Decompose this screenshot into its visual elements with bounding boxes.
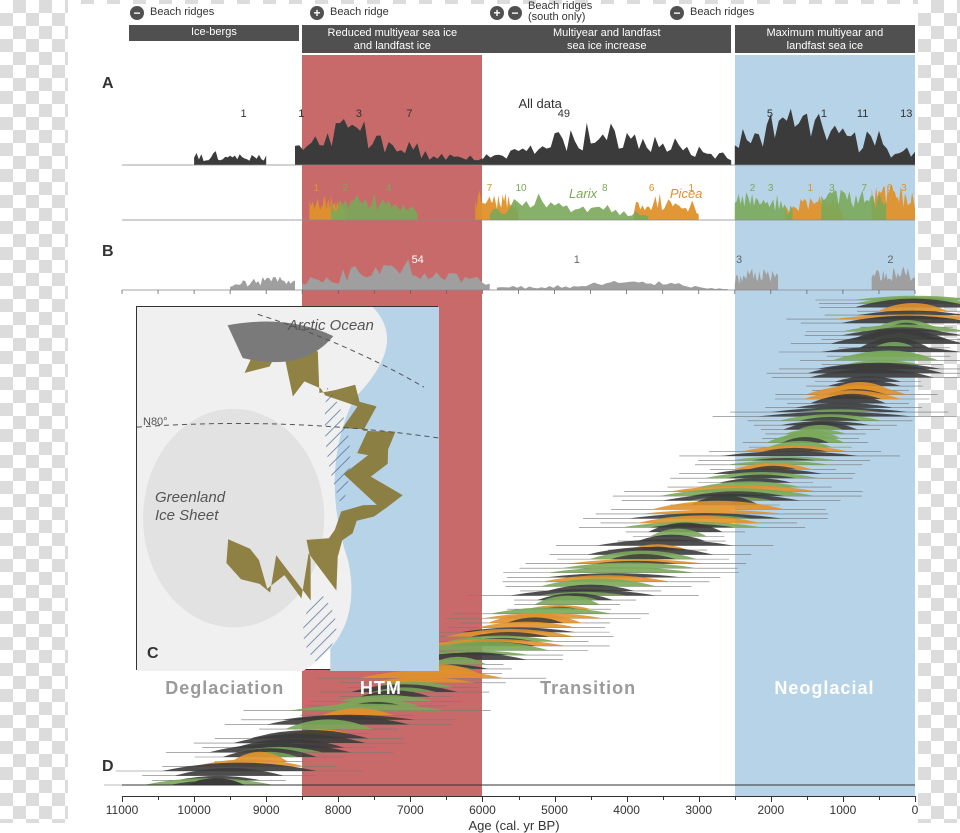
x-tick-label: 1000 xyxy=(830,803,857,817)
x-minor-tick xyxy=(519,796,520,800)
x-minor-tick xyxy=(663,796,664,800)
x-tick-label: 0 xyxy=(912,803,919,817)
x-axis-title: Age (cal. yr BP) xyxy=(469,818,560,833)
count-label: 5 xyxy=(767,108,773,120)
count-label: 3 xyxy=(829,183,835,194)
count-label: 3 xyxy=(736,254,742,266)
x-tick-label: 2000 xyxy=(757,803,784,817)
count-label: 4 xyxy=(386,183,392,194)
count-label: 1 xyxy=(314,183,320,194)
x-tick-label: 7000 xyxy=(397,803,424,817)
x-tick xyxy=(194,796,195,802)
count-label: 2 xyxy=(887,254,893,266)
count-label: 3 xyxy=(356,108,362,120)
count-label: 1 xyxy=(821,108,827,120)
x-tick-label: 3000 xyxy=(685,803,712,817)
count-label: 7 xyxy=(862,183,868,194)
count-label: 8 xyxy=(602,183,608,194)
count-label: 6 xyxy=(887,183,893,194)
count-label: 7 xyxy=(487,183,493,194)
panel-letter-d: D xyxy=(102,758,114,776)
figure-root: −Beach ridges+Beach ridge+−Beach ridges(… xyxy=(0,0,960,823)
x-tick-label: 8000 xyxy=(325,803,352,817)
map-label-arctic: Arctic Ocean xyxy=(288,317,374,334)
x-tick xyxy=(410,796,411,802)
x-minor-tick xyxy=(230,796,231,800)
period-label-deglac: Deglaciation xyxy=(165,678,284,699)
x-tick xyxy=(122,796,123,802)
count-label: 1 xyxy=(807,183,813,194)
x-tick xyxy=(771,796,772,802)
x-minor-tick xyxy=(374,796,375,800)
x-tick xyxy=(843,796,844,802)
count-label: 1 xyxy=(574,254,580,266)
x-tick xyxy=(915,796,916,802)
period-label-trans: Transition xyxy=(540,678,636,699)
x-tick xyxy=(338,796,339,802)
period-label-htm: HTM xyxy=(360,678,402,699)
x-tick xyxy=(627,796,628,802)
x-tick-label: 9000 xyxy=(253,803,280,817)
map-inset: Arctic Ocean GreenlandIce Sheet N80° C xyxy=(136,306,438,670)
count-label: 3 xyxy=(768,183,774,194)
panel-letter-a: A xyxy=(102,75,114,93)
count-label: 1 xyxy=(689,183,695,194)
count-label: 1 xyxy=(241,108,247,120)
count-label: 13 xyxy=(900,108,912,120)
count-label: 11 xyxy=(857,108,868,120)
x-minor-tick xyxy=(807,796,808,800)
series-label: Larix xyxy=(569,186,597,201)
map-label-gis: GreenlandIce Sheet xyxy=(155,489,225,525)
x-tick-label: 10000 xyxy=(177,803,210,817)
x-minor-tick xyxy=(446,796,447,800)
count-label: 54 xyxy=(412,254,424,266)
count-label: 10 xyxy=(516,183,527,194)
x-tick-label: 11000 xyxy=(106,803,138,817)
x-tick-label: 6000 xyxy=(469,803,496,817)
x-tick-label: 4000 xyxy=(613,803,640,817)
map-label-n80: N80° xyxy=(143,416,168,428)
x-minor-tick xyxy=(158,796,159,800)
count-label: 2 xyxy=(750,183,756,194)
count-label: 6 xyxy=(649,183,655,194)
count-label: 1 xyxy=(298,108,304,120)
count-label: 2 xyxy=(342,183,348,194)
count-label: 3 xyxy=(901,183,907,194)
series-label: All data xyxy=(519,96,562,111)
x-tick-label: 5000 xyxy=(541,803,568,817)
x-tick xyxy=(266,796,267,802)
count-label: 7 xyxy=(406,108,412,120)
x-tick xyxy=(482,796,483,802)
x-minor-tick xyxy=(879,796,880,800)
period-label-neoglacial: Neoglacial xyxy=(774,678,874,699)
x-minor-tick xyxy=(302,796,303,800)
panel-letter-c: C xyxy=(147,645,159,663)
x-minor-tick xyxy=(735,796,736,800)
series-label: Picea xyxy=(670,186,703,201)
x-tick xyxy=(555,796,556,802)
panel-letter-b: B xyxy=(102,243,114,261)
x-minor-tick xyxy=(591,796,592,800)
x-tick xyxy=(699,796,700,802)
